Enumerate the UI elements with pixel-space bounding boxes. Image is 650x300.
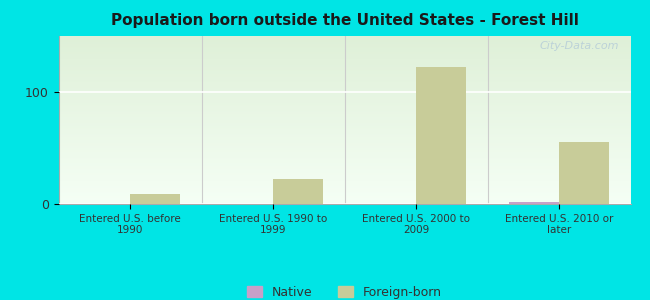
Legend: Native, Foreign-born: Native, Foreign-born — [242, 281, 447, 300]
Title: Population born outside the United States - Forest Hill: Population born outside the United State… — [111, 13, 578, 28]
Bar — [273, 179, 323, 204]
Bar — [509, 202, 559, 204]
Text: City-Data.com: City-Data.com — [540, 41, 619, 51]
Bar — [559, 142, 609, 204]
Bar — [416, 68, 466, 204]
Bar — [130, 194, 180, 204]
